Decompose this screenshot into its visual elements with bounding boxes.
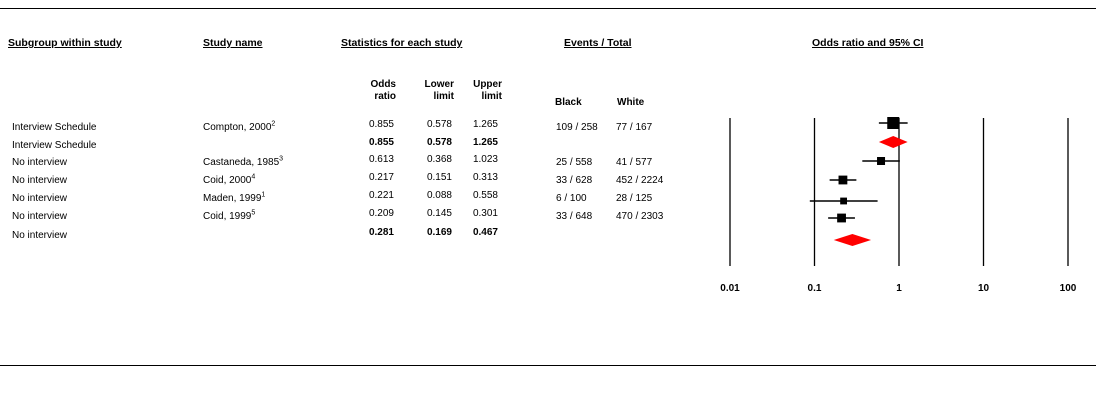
summary-diamond xyxy=(878,136,908,148)
x-tick-label: 10 xyxy=(978,283,990,294)
row-lower-limit: 0.368 xyxy=(426,154,452,165)
row-subgroup: No interview xyxy=(12,211,68,222)
row-study-name: Compton, 20002 xyxy=(203,120,276,133)
header-statistics: Statistics for each study xyxy=(341,37,463,49)
x-tick-label: 0.1 xyxy=(808,283,822,294)
col-header-odds-ratio: Odds ratio xyxy=(370,79,396,102)
row-events-white: 470 / 2303 xyxy=(616,211,664,222)
x-tick-label: 0.01 xyxy=(720,283,740,294)
row-study-name: Coid, 20004 xyxy=(203,173,256,186)
row-lower-limit: 0.145 xyxy=(426,208,452,219)
header-events: Events / Total xyxy=(564,37,632,49)
col-header-black: Black xyxy=(555,97,582,108)
row-lower-limit: 0.169 xyxy=(426,227,452,238)
col-header-lower-limit: Lower limit xyxy=(424,79,454,102)
row-events-black: 109 / 258 xyxy=(556,122,598,133)
x-tick-label: 100 xyxy=(1060,283,1077,294)
row-upper-limit: 0.558 xyxy=(472,190,498,201)
row-upper-limit: 1.265 xyxy=(472,137,498,148)
summary-diamond xyxy=(833,234,872,246)
top-rule xyxy=(0,8,1096,9)
header-odds-ratio-ci: Odds ratio and 95% CI xyxy=(812,37,924,49)
row-subgroup: No interview xyxy=(12,157,68,168)
row-events-white: 41 / 577 xyxy=(616,157,653,168)
citation-superscript: 2 xyxy=(271,120,276,128)
col-header-white: White xyxy=(617,97,645,108)
row-odds-ratio: 0.855 xyxy=(368,119,394,130)
study-marker xyxy=(840,197,848,205)
row-upper-limit: 0.313 xyxy=(472,172,498,183)
row-lower-limit: 0.151 xyxy=(426,172,452,183)
row-upper-limit: 1.265 xyxy=(472,119,498,130)
row-upper-limit: 0.467 xyxy=(472,227,498,238)
study-marker xyxy=(837,213,846,223)
row-upper-limit: 1.023 xyxy=(472,154,498,165)
header-study-name: Study name xyxy=(203,37,263,49)
row-study-name: Castaneda, 19853 xyxy=(203,155,284,168)
row-odds-ratio: 0.613 xyxy=(368,154,394,165)
row-odds-ratio: 0.209 xyxy=(368,208,394,219)
study-marker xyxy=(877,157,886,165)
citation-superscript: 3 xyxy=(279,155,284,163)
row-lower-limit: 0.578 xyxy=(426,137,452,148)
citation-superscript: 1 xyxy=(261,191,266,199)
row-events-white: 77 / 167 xyxy=(616,122,653,133)
x-tick-label: 1 xyxy=(896,283,902,294)
row-subgroup: Interview Schedule xyxy=(12,140,97,151)
citation-superscript: 5 xyxy=(251,209,256,217)
study-marker xyxy=(838,175,848,185)
row-upper-limit: 0.301 xyxy=(472,208,498,219)
study-marker xyxy=(887,117,900,129)
row-subgroup: No interview xyxy=(12,230,68,241)
row-lower-limit: 0.088 xyxy=(426,190,452,201)
row-events-white: 452 / 2224 xyxy=(616,175,664,186)
row-odds-ratio: 0.281 xyxy=(368,227,394,238)
row-subgroup: Interview Schedule xyxy=(12,122,97,133)
row-events-black: 33 / 648 xyxy=(556,211,593,222)
row-events-black: 33 / 628 xyxy=(556,175,593,186)
header-subgroup: Subgroup within study xyxy=(8,37,122,49)
row-subgroup: No interview xyxy=(12,175,68,186)
forest-plot: 0.01 0.1 1 10 100 xyxy=(720,117,1077,294)
row-odds-ratio: 0.221 xyxy=(368,190,394,201)
row-odds-ratio: 0.217 xyxy=(368,172,394,183)
row-events-black: 25 / 558 xyxy=(556,157,593,168)
row-study-name: Maden, 19991 xyxy=(203,191,266,204)
row-events-black: 6 / 100 xyxy=(556,193,587,204)
row-lower-limit: 0.578 xyxy=(426,119,452,130)
row-odds-ratio: 0.855 xyxy=(368,137,394,148)
row-events-white: 28 / 125 xyxy=(616,193,653,204)
row-subgroup: No interview xyxy=(12,193,68,204)
row-study-name: Coid, 19995 xyxy=(203,209,256,222)
bottom-rule xyxy=(0,365,1096,366)
col-header-upper-limit: Upper limit xyxy=(473,79,502,102)
citation-superscript: 4 xyxy=(251,173,256,181)
